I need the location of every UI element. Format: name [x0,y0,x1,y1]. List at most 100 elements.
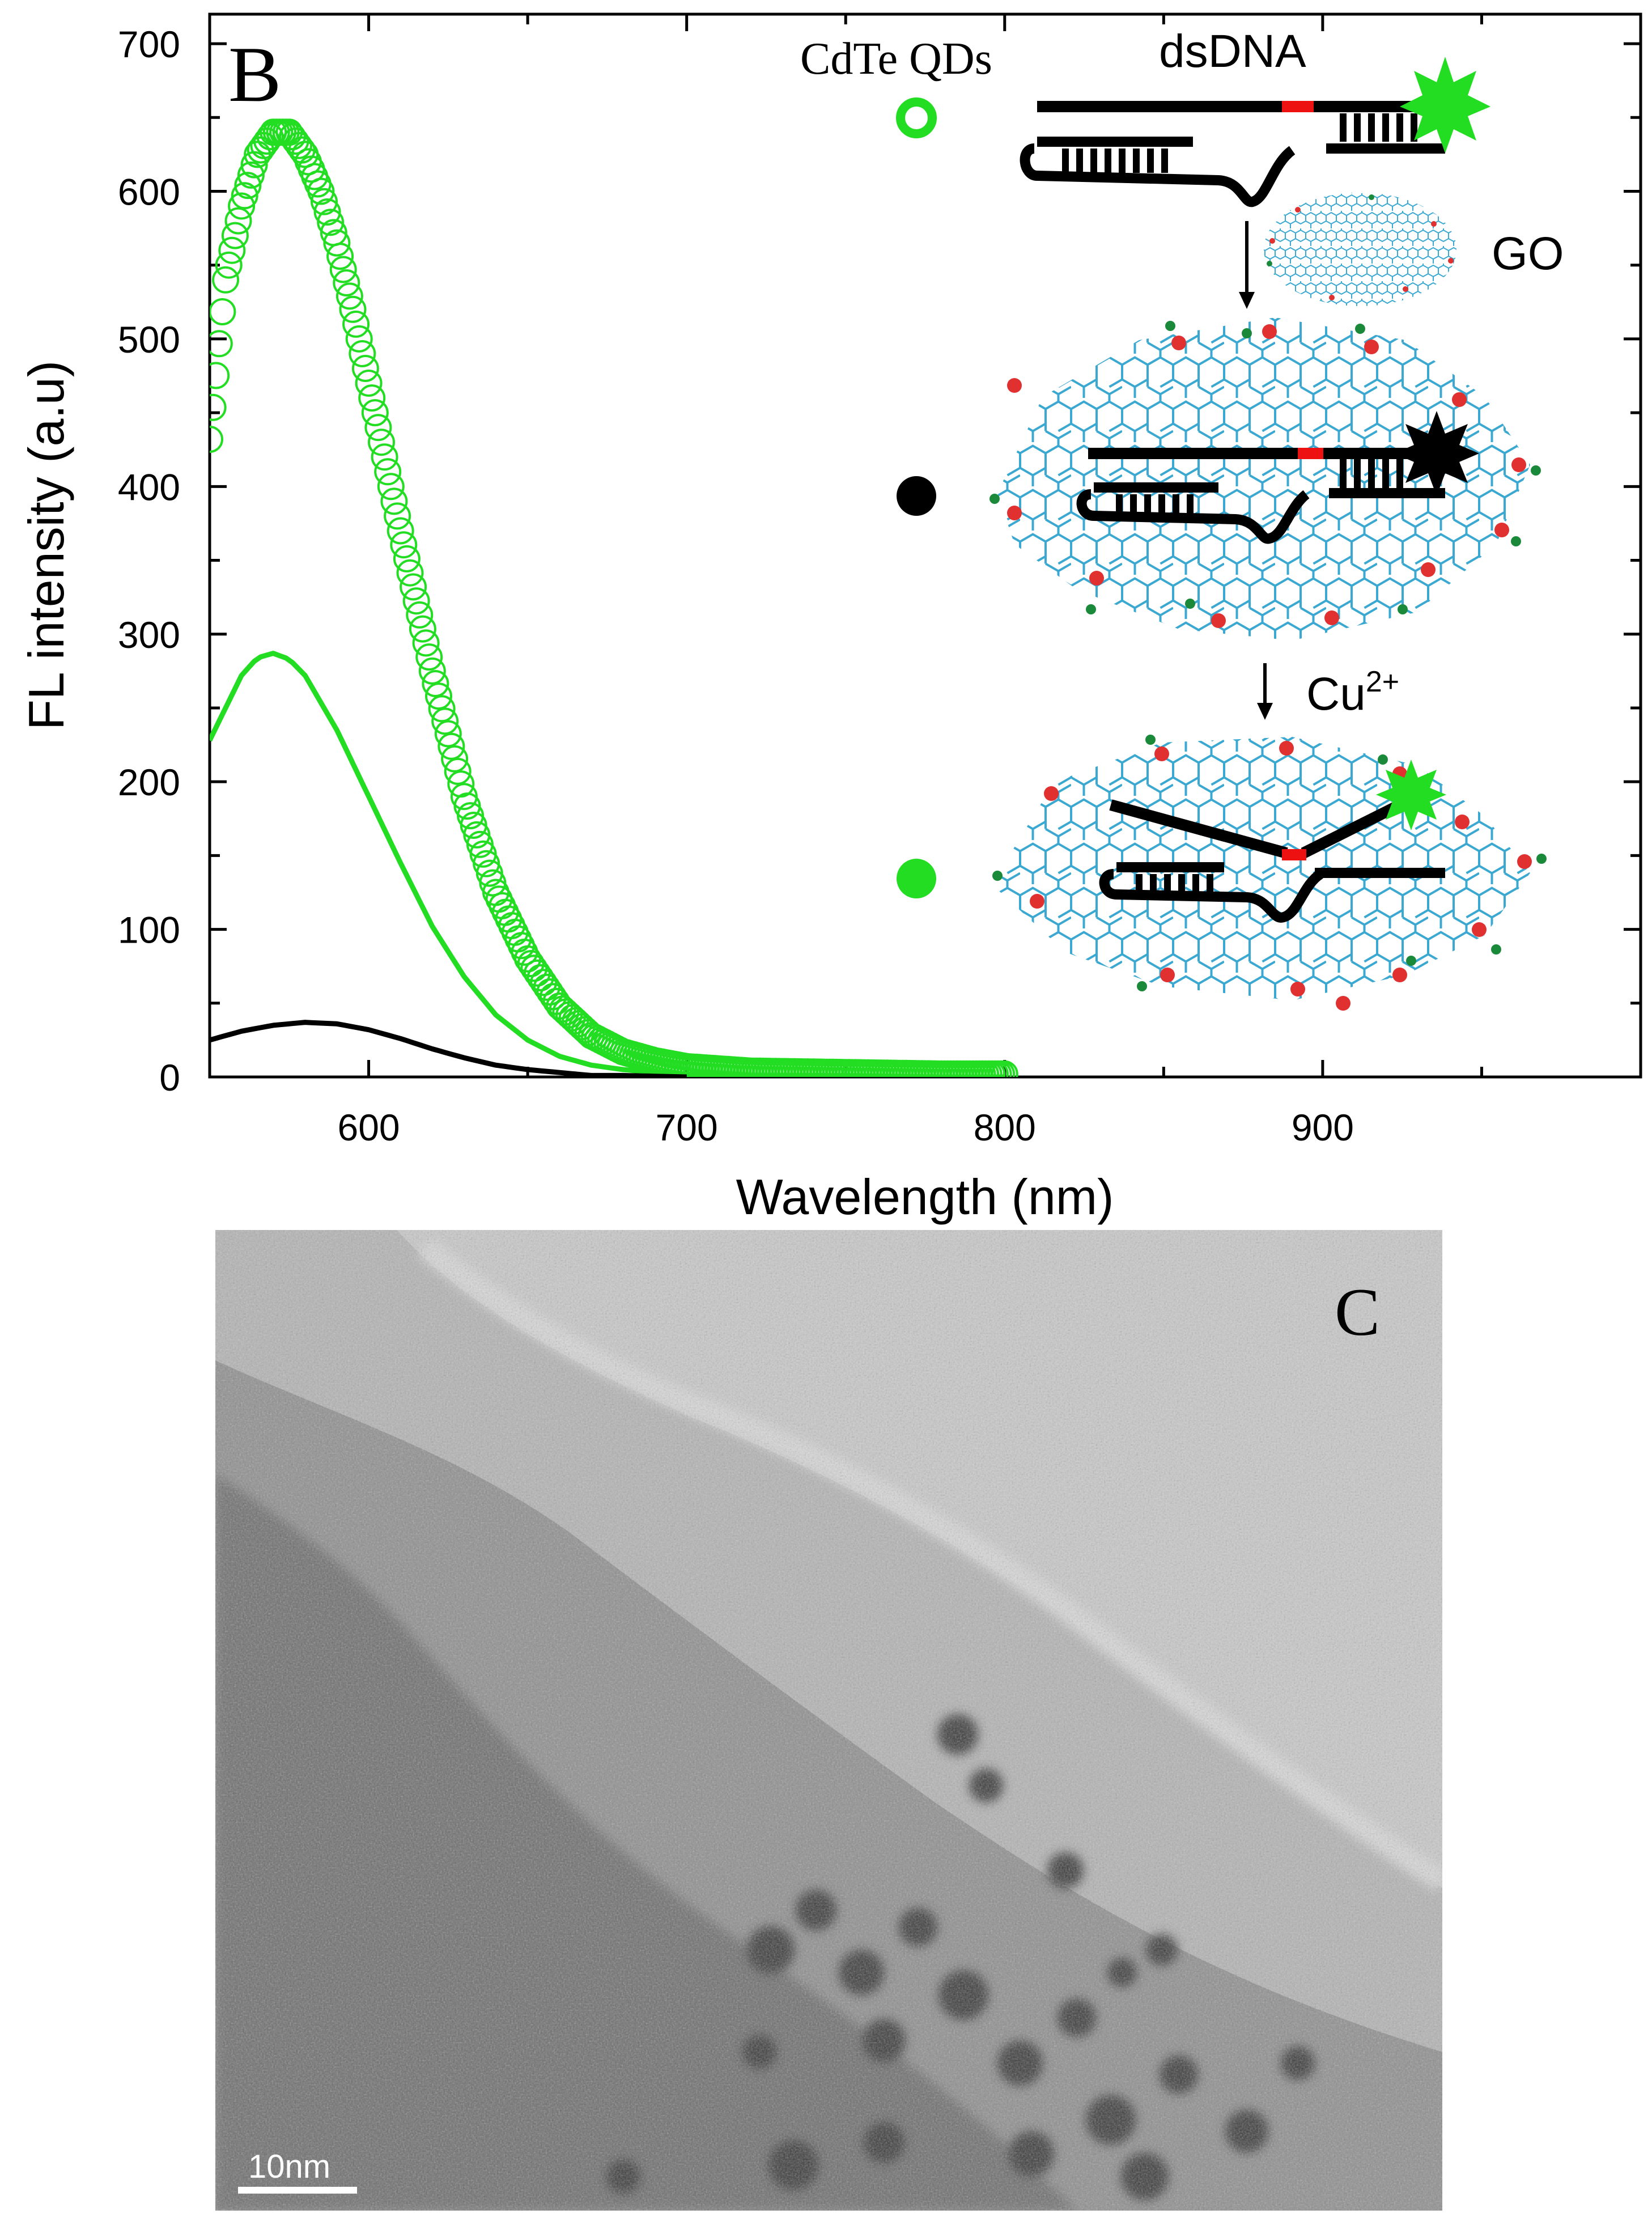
series-marker [412,629,440,657]
series-marker [285,132,313,159]
series-marker [517,950,545,977]
series-marker [221,222,249,249]
axis-ticks [208,14,1642,1079]
series-marker [530,969,558,996]
scale-bar [238,2187,357,2194]
panel-b-label: B [228,31,281,118]
series-marker [390,531,418,559]
series-marker [368,429,395,456]
series-marker [380,487,408,515]
series-marker [991,1060,1018,1077]
scale-bar-label: 10nm [248,2148,330,2185]
arrow-step2 [1257,663,1273,720]
series-marker [434,720,462,748]
series-marker [387,517,414,545]
sensing-schematic: CdTe QDs dsDNA GO Cu2+ [800,26,1564,1011]
series-marker [406,601,434,629]
series-marker [377,473,405,501]
series-marker [533,973,560,1001]
cdte-qds-label: CdTe QDs [800,34,992,84]
series-marker [441,745,469,773]
series-marker [313,198,341,226]
series-marker [444,757,472,785]
series-marker [342,310,370,338]
y-tick-label: 200 [118,761,180,803]
y-tick-label: 100 [118,909,180,951]
series-marker [400,573,427,601]
series-marker [224,207,252,235]
x-tick-label: 900 [1292,1106,1354,1148]
fl-spectra-chart: 0 100 200 300 400 500 600 700 600 700 800 900 Wave… [18,12,1642,1225]
series-layer [210,118,1018,1077]
y-tick-label: 300 [118,614,180,656]
series-marker [520,955,548,982]
qd-star-green-icon [1400,57,1490,153]
series-marker [210,298,236,325]
series-marker [326,243,354,270]
dsdna-label: dsDNA [1159,26,1306,77]
series-marker [396,559,424,587]
arrow-step1 [1239,221,1255,309]
marker-open-green-icon [896,97,937,138]
y-tick-label: 400 [118,466,180,508]
series-marker [247,136,274,164]
oxygen-groups-step3 [1030,741,1532,1011]
series-marker [215,251,243,279]
series-marker [349,340,376,367]
series-marker [361,399,389,427]
panel-c-label: C [1335,1274,1380,1350]
x-tick-label: 800 [974,1106,1036,1148]
go-dsdna-complex-step2 [989,317,1541,641]
y-tick-label: 700 [118,23,180,65]
x-axis-label: Wavelength (nm) [736,1169,1114,1225]
tem-grain [215,1230,1442,2211]
series-marker [526,964,554,991]
series-marker [210,362,230,389]
series-marker [355,370,383,397]
series-line-1 [210,651,1005,1077]
series-marker [384,502,411,530]
x-tick-labels: 600 700 800 900 [337,1106,1353,1148]
x-tick-label: 600 [337,1106,400,1148]
series-marker [345,325,373,353]
series-marker [210,393,227,421]
series-marker [523,959,551,987]
series-marker [237,161,265,189]
series-marker [275,118,303,146]
marker-filled-green-icon [897,859,936,898]
y-tick-label: 500 [118,319,180,360]
series-line-2 [210,1020,687,1077]
series-marker [210,426,223,453]
y-tick-label: 600 [118,171,180,213]
series-marker [210,330,233,358]
series-marker [425,682,452,710]
series-marker [218,236,246,264]
series-marker [438,732,465,760]
series-marker [231,182,258,210]
series-marker [212,266,240,294]
series-marker [415,643,443,671]
series-marker [402,587,430,615]
series-marker [317,209,345,236]
series-marker [228,192,256,220]
series-markers-0 [210,118,1018,1077]
go-label: GO [1492,228,1564,279]
cu-charge-superscript: 2+ [1366,665,1399,698]
y-axis-label: FL intensity (a.u) [18,360,74,730]
series-marker [431,707,459,735]
series-marker [311,188,338,215]
series-marker [329,256,357,283]
series-marker [428,695,456,723]
oxygen-groups [1007,324,1526,628]
cu-ion-label: Cu2+ [1306,665,1399,720]
series-marker [307,177,335,205]
dsdna-probe-step1 [1020,57,1490,207]
tem-image: 10nm C [215,1230,1442,2211]
released-star-green-icon [1376,760,1446,830]
series-marker [336,282,363,310]
series-marker [364,414,392,442]
series-marker [234,172,262,200]
series-marker [278,123,306,151]
series-marker [422,670,449,697]
